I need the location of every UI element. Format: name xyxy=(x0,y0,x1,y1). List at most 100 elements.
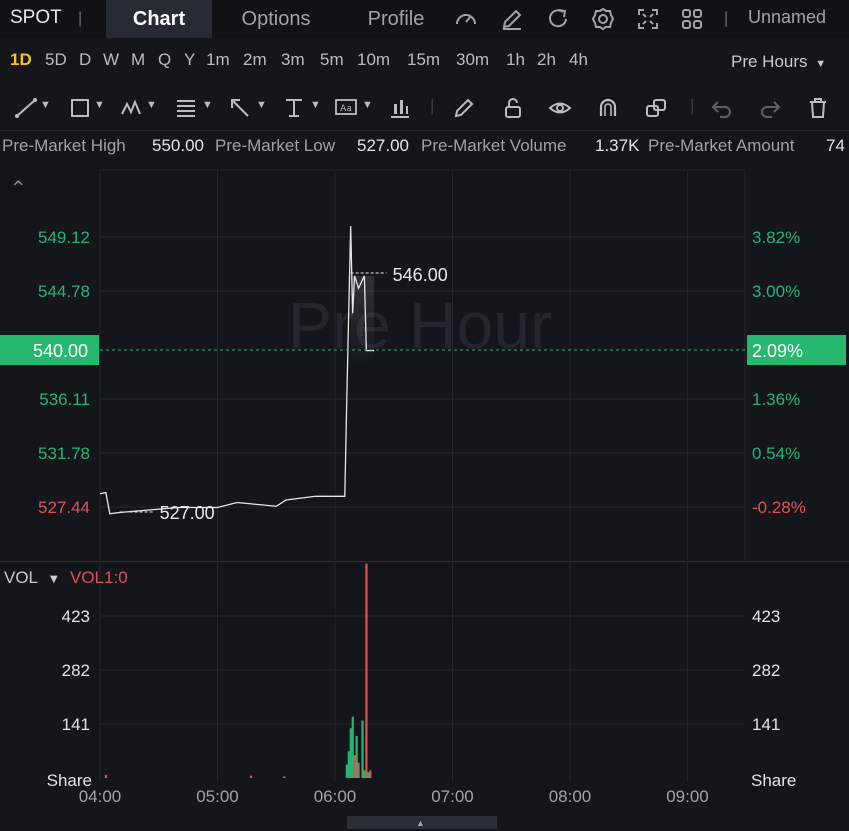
price-tick-label: 531.78 xyxy=(38,444,90,463)
caret-down-icon[interactable]: ▼ xyxy=(146,99,157,111)
caret-down-icon[interactable]: ▼ xyxy=(94,99,105,111)
volume-bar xyxy=(249,775,252,778)
percent-axis-right: 3.82% 3.00% 1.36% 0.54% -0.28% xyxy=(752,228,806,517)
divider: | xyxy=(430,96,435,115)
unlock-icon[interactable] xyxy=(501,96,525,120)
rectangle-icon[interactable] xyxy=(68,96,92,120)
refresh-icon[interactable] xyxy=(545,6,571,32)
text-icon[interactable]: Aa xyxy=(334,96,358,120)
period-q[interactable]: Q xyxy=(158,50,172,69)
price-tick-label: 544.78 xyxy=(38,282,90,301)
tab-chart[interactable]: Chart xyxy=(106,0,212,38)
volume-bar xyxy=(365,563,368,778)
volume-tick-label: 282 xyxy=(752,661,780,680)
current-percent-value: 2.09% xyxy=(752,341,803,361)
undo-icon[interactable] xyxy=(710,96,734,120)
panel-resize-handle[interactable]: ▲ xyxy=(347,816,497,829)
magnet-icon[interactable] xyxy=(596,96,620,120)
caret-down-icon[interactable]: ▼ xyxy=(256,99,267,111)
eye-icon[interactable] xyxy=(548,96,572,120)
price-line xyxy=(99,226,375,515)
volume-bar xyxy=(369,770,372,778)
arrow-icon[interactable] xyxy=(228,96,252,120)
volume-bar xyxy=(357,762,360,778)
period-m[interactable]: M xyxy=(131,50,146,69)
volume-bar xyxy=(347,751,350,778)
period-1d[interactable]: 1D xyxy=(10,50,32,69)
trash-icon[interactable] xyxy=(806,96,830,120)
period-5m[interactable]: 5m xyxy=(320,50,344,69)
time-axis: 04:00 05:00 06:00 07:00 08:00 09:00 xyxy=(79,787,709,806)
volume-tick-label: 423 xyxy=(752,607,780,626)
session-dropdown[interactable]: Pre Hours ▼ xyxy=(731,52,826,72)
caret-down-icon[interactable]: ▼ xyxy=(362,99,373,111)
divider: | xyxy=(724,10,729,27)
period-d[interactable]: D xyxy=(79,50,92,69)
layout-name-dropdown[interactable]: Unnamed xyxy=(748,7,827,27)
period-2h[interactable]: 2h xyxy=(537,50,556,69)
volume-tick-label: 141 xyxy=(62,715,90,734)
period-10m[interactable]: 10m xyxy=(357,50,391,69)
chevron-up-icon[interactable]: ^ xyxy=(12,178,25,196)
volume-unit-label: Share xyxy=(751,771,796,790)
time-tick-label: 04:00 xyxy=(79,787,122,806)
gauge-icon[interactable] xyxy=(453,6,479,32)
period-1h[interactable]: 1h xyxy=(506,50,525,69)
period-w[interactable]: W xyxy=(103,50,120,69)
pen-icon[interactable] xyxy=(452,96,476,120)
period-4h[interactable]: 4h xyxy=(569,50,588,69)
time-tick-label: 05:00 xyxy=(196,787,239,806)
settings-icon[interactable] xyxy=(590,6,616,32)
caret-down-icon[interactable]: ▼ xyxy=(50,574,58,585)
premarket-high-value: 550.00 xyxy=(152,136,204,155)
copy-icon[interactable] xyxy=(644,96,668,120)
volume-tick-label: 282 xyxy=(62,661,90,680)
period-3m[interactable]: 3m xyxy=(281,50,305,69)
period-30m[interactable]: 30m xyxy=(456,50,490,69)
volume-tick-label: 141 xyxy=(752,715,780,734)
measure-icon[interactable] xyxy=(282,96,306,120)
period-y[interactable]: Y xyxy=(184,50,196,69)
volume-bar xyxy=(351,716,354,778)
redo-icon[interactable] xyxy=(758,96,782,120)
chart-grid xyxy=(0,169,849,782)
time-tick-label: 06:00 xyxy=(314,787,357,806)
volume-bar xyxy=(349,728,352,778)
premarket-low-value: 527.00 xyxy=(357,136,409,155)
volume-bars xyxy=(104,563,372,778)
indicator-icon[interactable] xyxy=(388,96,412,120)
trend-line-icon[interactable] xyxy=(14,96,38,120)
time-tick-label: 08:00 xyxy=(549,787,592,806)
caret-down-icon[interactable]: ▼ xyxy=(202,99,213,111)
fib-icon[interactable] xyxy=(174,96,198,120)
low-price-marker: 527.00 xyxy=(160,503,215,523)
caret-down-icon[interactable]: ▼ xyxy=(40,99,51,111)
layout-grid-icon[interactable] xyxy=(679,6,705,32)
premarket-low-label: Pre-Market Low xyxy=(215,136,335,155)
caret-up-icon: ▲ xyxy=(416,818,425,828)
caret-down-icon[interactable]: ▼ xyxy=(310,99,321,111)
volume-indicator-label[interactable]: VOL1:0 xyxy=(70,568,128,587)
period-1m[interactable]: 1m xyxy=(206,50,230,69)
time-tick-label: 09:00 xyxy=(666,787,709,806)
divider: | xyxy=(690,96,695,115)
period-15m[interactable]: 15m xyxy=(407,50,441,69)
premarket-amount-value: 74 xyxy=(826,136,845,155)
ticker-symbol[interactable]: SPOT xyxy=(10,7,62,28)
drawing-toolbar: ▼ ▼ ▼ ▼ ▼ ▼ Aa ▼ | | xyxy=(0,86,849,131)
tab-profile[interactable]: Profile xyxy=(367,8,425,30)
volume-tick-label: 423 xyxy=(62,607,90,626)
session-label: Pre Hours xyxy=(731,52,808,71)
volume-bar xyxy=(355,735,358,778)
premarket-high-label: Pre-Market High xyxy=(2,136,126,155)
current-price-line: 540.00 2.09% xyxy=(0,335,846,365)
period-2m[interactable]: 2m xyxy=(243,50,267,69)
tab-options[interactable]: Options xyxy=(241,8,311,30)
volume-title[interactable]: VOL xyxy=(4,568,38,587)
volume-unit-label: Share xyxy=(47,771,92,790)
edit-icon[interactable] xyxy=(499,6,525,32)
fullscreen-icon[interactable] xyxy=(635,6,661,32)
period-5d[interactable]: 5D xyxy=(45,50,67,69)
pattern-icon[interactable] xyxy=(120,96,144,120)
